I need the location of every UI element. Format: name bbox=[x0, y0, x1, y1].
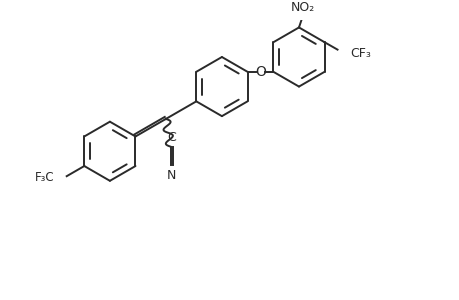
Text: O: O bbox=[254, 65, 265, 79]
Text: CF₃: CF₃ bbox=[350, 47, 370, 60]
Text: F₃C: F₃C bbox=[35, 171, 55, 184]
Text: N: N bbox=[167, 169, 176, 182]
Text: NO₂: NO₂ bbox=[290, 1, 314, 13]
Text: C: C bbox=[167, 131, 176, 144]
